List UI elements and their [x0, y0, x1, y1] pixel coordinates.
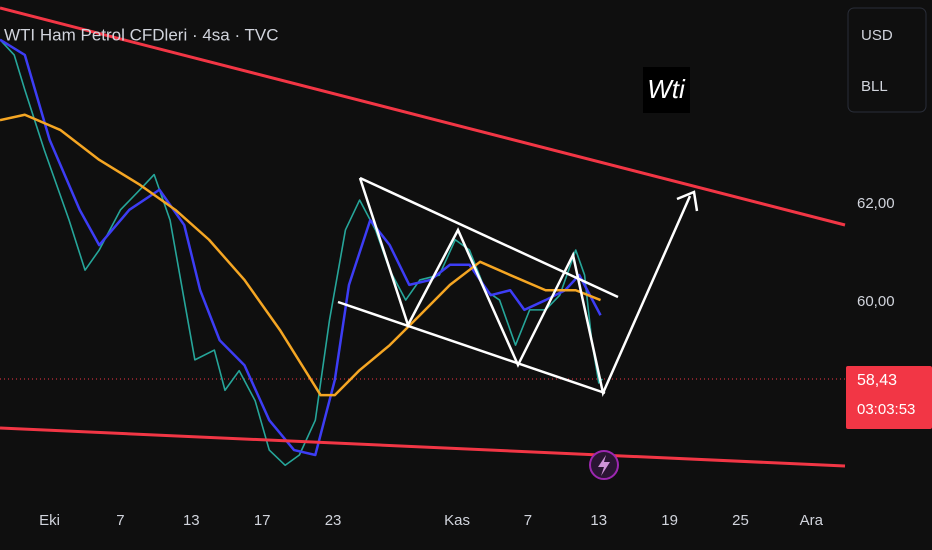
currency-panel [847, 7, 927, 113]
y-tick-label: 60,00 [857, 293, 895, 310]
currency-button[interactable]: USD [861, 27, 893, 44]
price-label-box [846, 366, 932, 429]
arrow-head [676, 190, 699, 212]
x-tick-label: Kas [444, 512, 470, 529]
plot-area: 60,00 62,00 Eki 7 13 17 23 Kas 7 13 19 25 Ara [0, 38, 895, 529]
annotation: Wti [647, 74, 686, 104]
x-tick-label: 7 [524, 512, 532, 529]
x-tick-label: Ara [800, 512, 824, 529]
last-price-label: 58,43 [857, 372, 897, 389]
countdown: 03:03:53 [857, 401, 915, 418]
price-series [0, 113, 601, 397]
x-tick-label: 25 [732, 512, 749, 529]
price-series [0, 38, 602, 457]
y-tick-label: 62,00 [857, 195, 895, 212]
trendline [0, 6, 846, 227]
price-series [0, 39, 603, 467]
channel-line [359, 176, 619, 299]
lightning [598, 455, 610, 476]
zigzag-projection [358, 177, 692, 398]
chart-title: WTI Ham Petrol CFDleri · 4sa · TVC [4, 25, 279, 44]
x-tick-label: 23 [325, 512, 342, 529]
x-tick-label: 7 [116, 512, 124, 529]
x-tick-label: 13 [183, 512, 200, 529]
x-tick-label: 19 [661, 512, 678, 529]
trendline [0, 426, 846, 468]
x-tick-label: 13 [590, 512, 607, 529]
x-tick-label: 17 [254, 512, 271, 529]
channel-line [337, 300, 606, 395]
annotation-box [643, 67, 690, 113]
currency-button[interactable]: BLL [861, 78, 888, 95]
x-tick-label: Eki [39, 512, 60, 529]
